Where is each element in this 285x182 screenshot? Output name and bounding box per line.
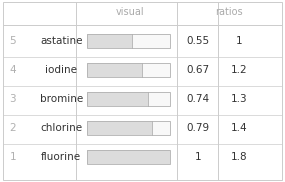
Bar xyxy=(87,151,170,164)
Bar xyxy=(87,34,170,48)
Bar xyxy=(152,121,170,135)
Text: 1.4: 1.4 xyxy=(231,123,248,133)
Text: 1.2: 1.2 xyxy=(231,65,248,75)
Bar xyxy=(87,121,152,135)
Text: 2: 2 xyxy=(9,123,16,133)
Text: 4: 4 xyxy=(9,65,16,75)
Text: 0.74: 0.74 xyxy=(186,94,210,104)
Bar xyxy=(87,63,142,77)
Text: astatine: astatine xyxy=(40,36,83,46)
Bar xyxy=(87,121,170,135)
Text: 1.3: 1.3 xyxy=(231,94,248,104)
Text: 0.79: 0.79 xyxy=(186,123,210,133)
Text: ratios: ratios xyxy=(216,7,243,17)
Text: chlorine: chlorine xyxy=(40,123,82,133)
Bar xyxy=(87,92,170,106)
Text: iodine: iodine xyxy=(45,65,77,75)
Bar xyxy=(87,151,170,164)
Text: 3: 3 xyxy=(9,94,16,104)
Bar xyxy=(87,92,148,106)
Bar xyxy=(87,63,170,77)
Bar xyxy=(148,92,170,106)
Bar xyxy=(142,63,170,77)
Text: 1: 1 xyxy=(195,153,201,162)
Text: fluorine: fluorine xyxy=(41,153,81,162)
Bar xyxy=(132,34,170,48)
Text: 0.67: 0.67 xyxy=(186,65,210,75)
Text: bromine: bromine xyxy=(40,94,83,104)
Text: 5: 5 xyxy=(9,36,16,46)
Text: 0.55: 0.55 xyxy=(186,36,210,46)
Bar xyxy=(87,34,132,48)
Text: visual: visual xyxy=(115,7,144,17)
Text: 1: 1 xyxy=(236,36,243,46)
Text: 1: 1 xyxy=(9,153,16,162)
Text: 1.8: 1.8 xyxy=(231,153,248,162)
